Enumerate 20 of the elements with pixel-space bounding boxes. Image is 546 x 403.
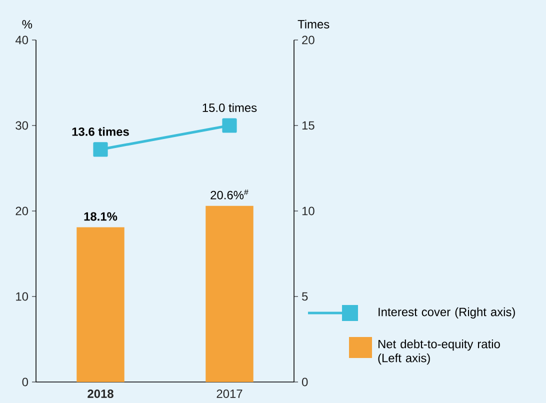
data-label: 15.0 times (202, 103, 257, 112)
y2-axis-title: Times (298, 20, 330, 28)
y-tick-label: 40 (15, 36, 28, 44)
y-axis-title: % (22, 20, 32, 28)
y2-tick-label: 10 (302, 206, 314, 216)
x-tick-label: 2018 (88, 390, 114, 398)
legend-label: Net debt-to-equity ratio (Left axis) (378, 340, 500, 365)
y-tick-label: 30 (16, 121, 28, 130)
legend-label: Interest cover (Right axis) (378, 307, 515, 319)
data-label: 13.6 times (72, 127, 129, 136)
y2-tick-label: 5 (302, 292, 308, 301)
y2-tick-label: 20 (302, 36, 314, 44)
data-label: 20.6%$^{#}$ (210, 189, 248, 200)
x-tick-label: 2017 (216, 390, 242, 398)
y2-tick-label: 0 (302, 378, 308, 386)
data-label: 18.1% (84, 212, 118, 221)
y2-tick-label: 15 (302, 121, 314, 130)
y-tick-label: 20 (16, 206, 28, 216)
y-tick-label: 10 (16, 292, 28, 301)
y-tick-label: 0 (22, 378, 28, 386)
